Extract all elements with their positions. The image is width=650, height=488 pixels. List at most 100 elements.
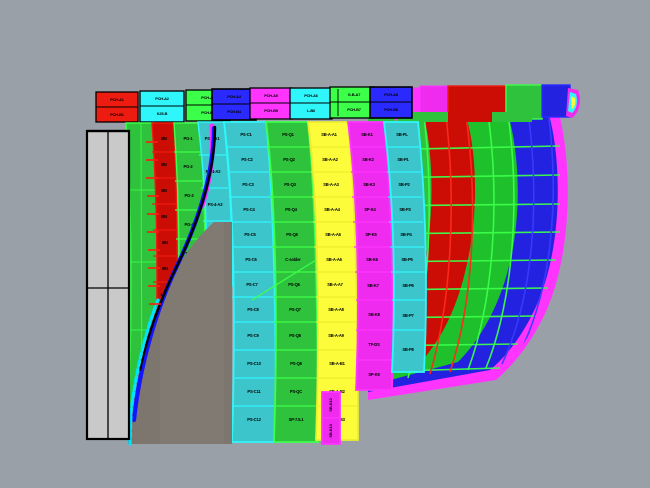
column-green-3[interactable]: PS-Q1 PS-Q2 PS-Q3 PS-Q4 PS-Q5 C-solder P…	[251, 121, 319, 443]
cell-label: SP-K5	[365, 232, 377, 237]
cell-label: PS-C10	[247, 361, 261, 366]
cell-label: PS-C3	[242, 182, 254, 187]
cell-label: SP-K9	[368, 372, 380, 377]
cell-label: PG-4	[185, 222, 195, 227]
cell-label: PS-Q8	[289, 333, 301, 338]
bottom-magenta-tab[interactable]: SB-K12 SB-K13	[321, 391, 341, 445]
cell-label: PS-C4	[243, 207, 255, 212]
cell-label: SB-A-A6	[326, 257, 342, 262]
cell-label: PS-C6	[245, 257, 257, 262]
cell-label: PS-C8	[247, 307, 259, 312]
cell-label: PS-Q3	[284, 182, 296, 187]
cell-label: PS-Q1	[282, 132, 294, 137]
cell-label: SB-A-A9	[328, 333, 344, 338]
cell-label: PS-C2	[241, 157, 253, 162]
cell-label: PS-C11	[247, 389, 261, 394]
cell-label: PS-Q5	[286, 232, 298, 237]
cell-label: SB-A-A2	[322, 157, 338, 162]
deflection-curve-cyan	[128, 298, 160, 446]
cell-label: SB-A-A5	[325, 232, 341, 237]
top-cell-label: PCH-B4	[227, 109, 242, 114]
top-cell[interactable]: PCH-A1 PCH-B1	[95, 91, 139, 123]
cell-label: PS-C9	[247, 333, 259, 338]
cell-label: BN	[162, 240, 168, 245]
tab-label: SB-K13	[328, 423, 333, 437]
shaded-solid-highlight	[160, 222, 224, 444]
top-strip-cells[interactable]: PCH-A1 PCH-B1 PCH-A2 K25-B PCH-A3 PCH-B3	[95, 86, 413, 123]
cell-label: PS-Q6	[288, 282, 300, 287]
cell-label: SB-A-A7	[327, 282, 343, 287]
cell-label: SB-P4	[400, 232, 412, 237]
cell-label: BN	[161, 136, 167, 141]
cell-label: PS-C1	[240, 132, 252, 137]
top-cell-label: PCH-A8	[384, 92, 399, 97]
cell-label: SB-K3	[363, 182, 375, 187]
top-cell[interactable]: PCH-A8 PCH-B8	[369, 86, 413, 119]
cell-label: PS-Q9	[290, 361, 302, 366]
top-cell[interactable]: PCH-A2 K25-B	[139, 90, 185, 123]
top-cell-label: PCH-A4	[227, 94, 242, 99]
cell-label: SP-7.5.1	[289, 417, 305, 422]
cell-label: SB-P2	[398, 182, 410, 187]
cell-label: BN	[161, 214, 167, 219]
load-arrows	[146, 141, 161, 305]
top-cell-label: PCH-B3	[201, 110, 216, 115]
cell-label: PS-Q7	[289, 307, 301, 312]
top-cell-label: PCH-A1	[110, 97, 125, 102]
top-cell[interactable]: PCH-A6 L-B6	[289, 87, 333, 120]
tab-label: SB-K12	[328, 397, 333, 411]
cell-label: PS-QC	[290, 389, 302, 394]
clamp-plates[interactable]	[85, 129, 131, 441]
top-cell[interactable]: PCH-A5 PCH-B5	[249, 87, 293, 120]
top-cell-label: PCH-B7	[347, 107, 361, 112]
column-cyan-3[interactable]: SB-PL SB-P1 SB-P2 SB-P3 SB-P4 SB-P5 SB-P…	[382, 121, 427, 373]
cell-label: PG-3	[185, 193, 195, 198]
cell-label: SB-P6	[402, 283, 414, 288]
cell-label: PS-C5	[244, 232, 256, 237]
cell-label: SB-A-A4	[324, 207, 340, 212]
cell-label: SB-P7	[402, 313, 414, 318]
cell-label: PS-4-A3	[208, 202, 224, 207]
top-cell-label: PCH-B8	[384, 107, 399, 112]
cell-label: BN	[161, 188, 167, 193]
cell-label: SB-A-A1	[321, 132, 337, 137]
cell-label: SB-K1	[361, 132, 373, 137]
cell-label: SB-A-A8	[328, 307, 344, 312]
cell-label: SB-K8	[368, 312, 380, 317]
cell-label: PG-1	[184, 136, 194, 141]
cell-label: PS-C12	[247, 417, 261, 422]
cell-label: SB-K2	[362, 157, 374, 162]
column-magenta[interactable]: SB-K1 SB-K2 SB-K3 SP-K4 SP-K5 SB-K6 SB-K…	[346, 121, 394, 391]
top-cell-label: PCH-B1	[110, 112, 125, 117]
top-cell-label: PCH-A3	[201, 95, 216, 100]
cell-label: C-solder	[285, 257, 301, 262]
top-cell-label: K25-B	[157, 111, 168, 116]
cell-label: BN	[161, 162, 167, 167]
cell-label: SP-K4	[364, 207, 376, 212]
top-cell-label: L-B6	[307, 108, 316, 113]
top-cell-label: G-B-A7	[348, 92, 361, 97]
top-cell-label: PCH-A6	[304, 93, 319, 98]
cell-label: TF-DS	[368, 342, 380, 347]
cell-label: SB-K7	[367, 283, 379, 288]
column-yellow[interactable]: SB-A-A1 SB-A-A2 SB-A-A3 SB-A-A4 SB-A-A5 …	[306, 121, 359, 441]
cell-label: PG-2	[184, 164, 194, 169]
cell-label: SB-P8	[402, 347, 414, 352]
cell-label: PS-Q2	[283, 157, 295, 162]
cell-label: PS-C7	[246, 282, 258, 287]
cell-label: SB-P5	[401, 257, 413, 262]
cell-label: SB-A-A3	[323, 182, 339, 187]
cell-label: SB-PL	[396, 132, 408, 137]
deflection-curve-black	[138, 125, 217, 372]
top-cell-label: PCH-B5	[264, 108, 279, 113]
column-cyan-2[interactable]: PS-C1 PS-C2 PS-C3 PS-C4 PS-C5 PS-C6 PS-C…	[222, 121, 277, 443]
cell-label: PS-Q4	[285, 207, 297, 212]
cell-label: PS-4-A2	[206, 169, 222, 174]
top-cell[interactable]: G-B-A7 PCH-B7	[329, 86, 375, 119]
cell-label: BN	[162, 266, 168, 271]
top-cell-label: PCH-A5	[264, 93, 279, 98]
